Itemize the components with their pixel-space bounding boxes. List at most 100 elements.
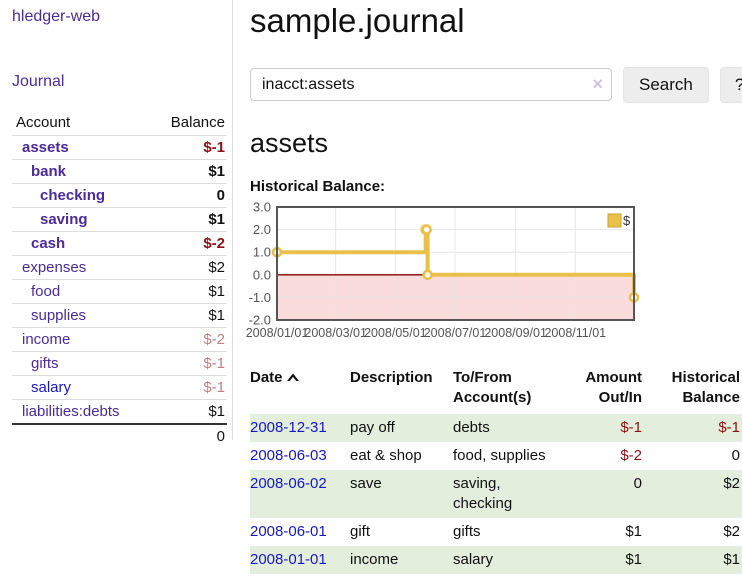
account-balance: $-1: [149, 375, 227, 400]
accounts-header-balance: Balance: [170, 114, 225, 131]
section-title: assets: [250, 127, 329, 158]
register-row: 2008-12-31 pay off debts $-1 $-1: [250, 413, 742, 442]
account-link-expenses[interactable]: expenses: [22, 259, 87, 276]
register-row: 2008-06-01 gift gifts $1 $2: [250, 518, 742, 546]
register-header-date[interactable]: Date: [250, 366, 350, 414]
sidebar: hledger-web Journal Account Balance asse…: [0, 0, 233, 448]
register-row: 2008-06-03 eat & shop food, supplies $-2…: [250, 442, 742, 470]
register-row: 2008-01-01 income salary $1 $1: [250, 545, 742, 574]
account-balance: $2: [149, 255, 227, 280]
account-balance: $-2: [149, 327, 227, 352]
account-link-food[interactable]: food: [31, 283, 61, 300]
transaction-date-link[interactable]: 2008-06-01: [250, 522, 327, 540]
account-row: salary $-1: [12, 375, 227, 400]
chart-label: Historical Balance:: [250, 177, 386, 195]
transaction-description: income: [350, 550, 399, 568]
svg-text:2008/07/01: 2008/07/01: [424, 326, 487, 340]
svg-text:0.0: 0.0: [253, 267, 271, 282]
transaction-amount: $-1: [620, 418, 642, 436]
transaction-amount: $-2: [620, 446, 642, 464]
transaction-amount: 0: [633, 474, 642, 492]
help-button[interactable]: ?: [719, 66, 742, 103]
transaction-balance: $1: [723, 550, 740, 568]
account-link-gifts[interactable]: gifts: [31, 355, 59, 372]
account-balance: $1: [149, 303, 227, 328]
svg-text:$: $: [623, 213, 631, 228]
register-header-tofrom: To/From Account(s): [453, 368, 532, 406]
svg-text:-1.0: -1.0: [249, 290, 271, 305]
transaction-accounts: food, supplies: [453, 446, 546, 464]
accounts-header-account: Account: [16, 114, 71, 131]
brand-link[interactable]: hledger-web: [12, 8, 101, 25]
account-balance: $1: [149, 207, 227, 232]
transaction-accounts: debts: [453, 418, 490, 436]
account-balance: $1: [149, 159, 227, 184]
account-link-saving[interactable]: saving: [40, 211, 88, 228]
account-link-cash[interactable]: cash: [31, 235, 66, 252]
account-row: bank $1: [12, 159, 227, 184]
page-title: sample.journal: [250, 2, 465, 39]
svg-text:2008/11/01: 2008/11/01: [544, 326, 606, 340]
account-link-liabilities-debts[interactable]: liabilities:debts: [22, 403, 120, 420]
clear-search-icon[interactable]: ×: [592, 74, 603, 95]
transaction-description: gift: [350, 522, 371, 540]
transaction-date-link[interactable]: 2008-06-02: [250, 474, 327, 492]
svg-text:1.0: 1.0: [253, 245, 271, 260]
svg-text:2008/05/01: 2008/05/01: [364, 326, 427, 340]
svg-text:2008/01/01: 2008/01/01: [246, 326, 308, 340]
register-header-description: Description: [350, 368, 433, 386]
account-balance: $-1: [149, 351, 227, 376]
transaction-accounts: saving, checking: [453, 474, 513, 512]
balance-chart-svg: $3.0 2.0 1.0 0.0 -1.0 -2.02008/01/012008/03/0…: [246, 199, 640, 340]
account-row: assets $-1: [12, 135, 227, 160]
account-row: liabilities:debts $1: [12, 399, 227, 424]
account-balance: $-2: [149, 231, 227, 256]
account-link-supplies[interactable]: supplies: [31, 307, 87, 324]
account-balance: $1: [149, 399, 227, 424]
transaction-date-link[interactable]: 2008-12-31: [250, 418, 327, 436]
transaction-balance: $2: [723, 522, 740, 540]
svg-text:2.0: 2.0: [253, 222, 271, 237]
account-row: income $-2: [12, 327, 227, 352]
account-row: expenses $2: [12, 255, 227, 280]
svg-text:2008/03/01: 2008/03/01: [304, 326, 367, 340]
search-input[interactable]: [250, 68, 612, 102]
account-row: food $1: [12, 279, 227, 304]
account-balance: 0: [149, 183, 227, 208]
register-table: Date Description To/From Account(s) Amoun…: [250, 366, 742, 574]
transaction-date-link[interactable]: 2008-06-03: [250, 446, 327, 464]
svg-text:-2.0: -2.0: [249, 312, 271, 327]
svg-text:2008/09/01: 2008/09/01: [484, 326, 547, 340]
account-row: cash $-2: [12, 231, 227, 256]
transaction-amount: $1: [625, 522, 642, 540]
transaction-date-link[interactable]: 2008-01-01: [250, 550, 327, 568]
sidebar-item-journal[interactable]: Journal: [12, 73, 65, 90]
svg-text:3.0: 3.0: [253, 202, 271, 215]
transaction-accounts: salary: [453, 550, 494, 568]
account-link-bank[interactable]: bank: [31, 163, 67, 180]
register-row: 2008-06-02 save saving, checking 0 $2: [250, 469, 742, 518]
account-link-income[interactable]: income: [22, 331, 71, 348]
transaction-balance: $-1: [718, 418, 740, 436]
account-link-checking[interactable]: checking: [40, 187, 106, 204]
account-row: saving $1: [12, 207, 227, 232]
transaction-balance: $2: [723, 474, 740, 492]
historical-balance-chart: $3.0 2.0 1.0 0.0 -1.0 -2.0 2008/01/01 2008/03/0…: [246, 199, 742, 349]
search-form: × Search ?: [250, 66, 742, 103]
account-row: supplies $1: [12, 303, 227, 328]
transaction-description: pay off: [350, 418, 395, 436]
transaction-balance: 0: [731, 446, 740, 464]
transaction-accounts: gifts: [453, 522, 481, 540]
account-link-salary[interactable]: salary: [31, 379, 72, 396]
account-row: gifts $-1: [12, 351, 227, 376]
transaction-description: eat & shop: [350, 446, 422, 464]
search-button[interactable]: Search: [623, 66, 709, 103]
transaction-amount: $1: [625, 550, 642, 568]
account-link-assets[interactable]: assets: [22, 139, 69, 156]
register-header-amount: Amount Out/In: [585, 368, 642, 406]
account-balance: $1: [149, 279, 227, 304]
accounts-table: Account Balance assets $-1 bank $1 checkin…: [12, 111, 227, 448]
sort-ascending-icon: [286, 368, 299, 388]
main-content: sample.journal × Search ? assets Histori…: [233, 0, 742, 574]
